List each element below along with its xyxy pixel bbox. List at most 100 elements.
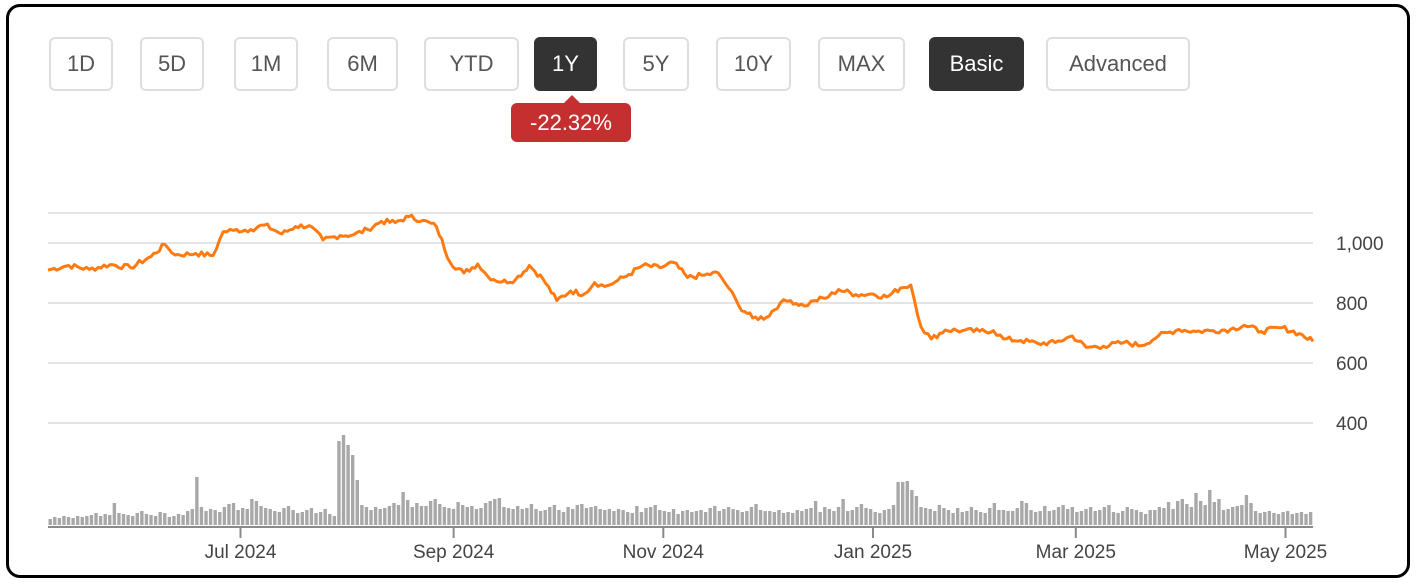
range-1m-button[interactable]: 1M xyxy=(234,37,298,91)
volume-bar xyxy=(969,507,974,525)
price-line xyxy=(47,213,1315,351)
volume-bar xyxy=(823,507,827,525)
volume-bar xyxy=(53,517,57,525)
x-tick-label: Sep 2024 xyxy=(413,542,495,563)
range-1y-button[interactable]: 1Y xyxy=(534,37,597,91)
volume-bar xyxy=(919,507,923,525)
volume-bar xyxy=(1111,512,1116,525)
volume-bar xyxy=(204,511,208,525)
volume-bar xyxy=(1093,511,1097,525)
volume-bar xyxy=(71,518,75,525)
volume-bar xyxy=(1125,507,1129,525)
volume-bar xyxy=(557,510,561,525)
volume-bar xyxy=(978,512,983,525)
volume-bar xyxy=(383,508,387,525)
volume-bar xyxy=(94,513,98,525)
volume-bar xyxy=(89,515,94,525)
volume-bar xyxy=(1221,510,1226,525)
volume-bar xyxy=(396,505,401,525)
volume-bar xyxy=(1258,513,1262,525)
volume-bar xyxy=(768,511,772,525)
volume-bar xyxy=(236,510,240,525)
volume-bar xyxy=(997,510,1001,525)
volume-bar xyxy=(378,509,382,525)
volume-bar xyxy=(891,505,896,525)
volume-bar xyxy=(827,509,832,525)
volume-bar xyxy=(213,510,217,525)
volume-bar xyxy=(259,506,263,525)
volume-bar xyxy=(1066,509,1070,525)
range-1d-button[interactable]: 1D xyxy=(49,37,113,91)
y-tick-label: 800 xyxy=(1336,294,1368,315)
volume-bar xyxy=(781,513,786,525)
range-ytd-button[interactable]: YTD xyxy=(424,37,519,91)
volume-bar xyxy=(62,516,66,525)
volume-bar xyxy=(626,512,630,525)
range-10y-button[interactable]: 10Y xyxy=(716,37,791,91)
volume-bar xyxy=(1079,511,1084,525)
volume-bar xyxy=(387,506,392,525)
volume-bar xyxy=(1061,505,1065,525)
volume-bar xyxy=(438,504,442,525)
volume-bar xyxy=(1148,510,1152,525)
volume-bar xyxy=(117,513,121,525)
x-tick-label: May 2025 xyxy=(1244,542,1327,563)
range-5y-button[interactable]: 5Y xyxy=(623,37,689,91)
volume-bar xyxy=(199,507,204,525)
volume-bar xyxy=(195,477,199,525)
volume-bar xyxy=(108,515,112,525)
volume-bar xyxy=(882,510,887,525)
mode-advanced-button[interactable]: Advanced xyxy=(1046,37,1190,91)
volume-bar xyxy=(112,503,117,525)
volume-bar xyxy=(1304,514,1308,525)
volume-bar xyxy=(167,517,172,525)
volume-bar xyxy=(493,499,497,525)
volume-bar xyxy=(1272,513,1276,525)
volume-bar xyxy=(928,509,932,525)
volume-bar xyxy=(772,512,777,525)
volume-bar xyxy=(703,512,708,525)
volume-bar xyxy=(795,510,799,525)
volume-bar xyxy=(401,492,405,525)
volume-bar xyxy=(433,499,437,525)
volume-bar xyxy=(1295,513,1299,525)
volume-bar xyxy=(1212,502,1217,525)
chart-widget: 1D 5D 1M 6M YTD 1Y 5Y 10Y MAX Basic Advanced -22.3… xyxy=(6,4,1410,578)
volume-bar xyxy=(1098,510,1102,525)
volume-bar xyxy=(66,517,71,525)
volume-bar xyxy=(314,513,318,525)
volume-bar xyxy=(1290,514,1294,525)
volume-bar xyxy=(153,516,158,525)
volume-bar xyxy=(447,508,451,525)
volume-bar xyxy=(511,509,515,525)
volume-bar xyxy=(222,507,227,525)
range-5d-button[interactable]: 5D xyxy=(140,37,204,91)
volume-bar xyxy=(208,509,213,525)
range-max-button[interactable]: MAX xyxy=(818,37,905,91)
volume-bar xyxy=(277,512,282,525)
volume-bar xyxy=(227,504,231,525)
volume-bar xyxy=(603,510,607,525)
volume-bar xyxy=(419,506,424,525)
mode-basic-button[interactable]: Basic xyxy=(929,37,1024,91)
volume-bar xyxy=(974,510,978,525)
volume-bar xyxy=(740,512,744,525)
volume-bar xyxy=(479,508,483,525)
volume-bar xyxy=(76,516,80,525)
volume-bar xyxy=(318,512,323,525)
volume-bar xyxy=(176,514,181,525)
volume-bar xyxy=(745,511,749,525)
volume-bar xyxy=(960,512,964,525)
volume-bar xyxy=(98,516,103,525)
volume-bar xyxy=(48,519,52,525)
volume-bar xyxy=(534,509,538,525)
volume-bar xyxy=(1217,499,1221,525)
volume-bar xyxy=(300,512,304,525)
volume-bar xyxy=(1107,505,1111,525)
range-6m-button[interactable]: 6M xyxy=(327,37,398,91)
volume-bar xyxy=(1070,507,1074,525)
volume-bar xyxy=(901,482,905,525)
volume-bar xyxy=(254,501,259,525)
volume-bar xyxy=(1180,499,1184,525)
volume-bar xyxy=(451,509,456,525)
